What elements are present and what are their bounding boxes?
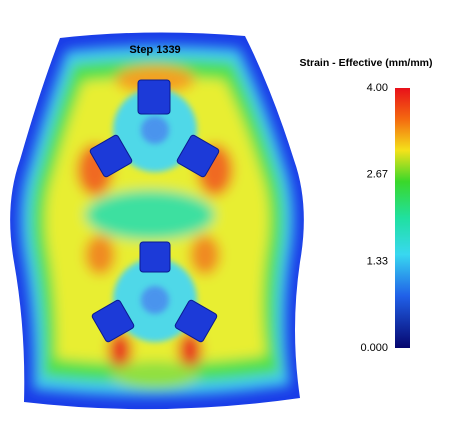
colorbar-tick-label: 1.33: [367, 255, 388, 267]
colorbar-title: Strain - Effective (mm/mm): [299, 57, 432, 69]
colorbar-tick-label: 4.00: [367, 82, 388, 94]
step-label: Step 1339: [129, 44, 180, 56]
strain-plot: [10, 32, 304, 410]
colorbar-ticks: 4.00 2.67 1.33 0.000: [360, 82, 388, 354]
colorbar-tick-label: 2.67: [367, 168, 388, 180]
colorbar: [395, 88, 410, 348]
colorbar-tick-label: 0.000: [360, 342, 388, 354]
